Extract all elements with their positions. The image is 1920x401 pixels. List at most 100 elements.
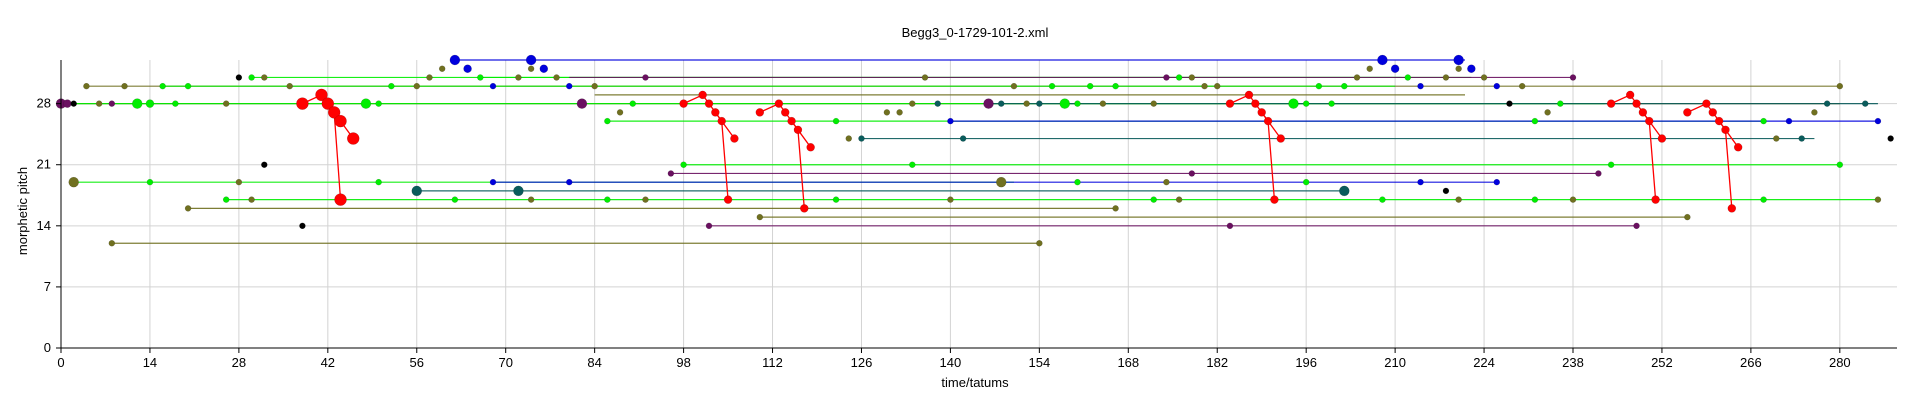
note-point — [1225, 99, 1235, 108]
note-point — [780, 108, 790, 117]
note-point — [63, 99, 72, 108]
note-point — [704, 99, 714, 108]
note-point — [375, 100, 382, 107]
note-point — [591, 82, 598, 90]
melodic-line — [1642, 111, 1657, 200]
note-point — [1315, 82, 1323, 90]
x-tick-label: 112 — [762, 355, 783, 370]
note-point — [1251, 99, 1260, 108]
note-point — [1150, 196, 1157, 203]
note-point — [997, 100, 1005, 107]
note-point — [1213, 82, 1221, 90]
note-point — [1263, 116, 1273, 126]
note-point — [83, 82, 90, 90]
note-point — [1455, 196, 1462, 203]
note-point — [1163, 74, 1170, 81]
note-point — [1607, 161, 1615, 168]
x-tick-label: 266 — [1740, 355, 1762, 370]
note-point — [1874, 117, 1882, 125]
note-point — [261, 74, 268, 81]
note-point — [845, 135, 853, 142]
note-point — [642, 74, 649, 81]
note-point — [1733, 143, 1743, 152]
note-point — [527, 65, 535, 72]
x-tick-label: 0 — [57, 355, 64, 370]
note-point — [315, 88, 328, 102]
note-point — [667, 170, 675, 177]
note-point — [711, 108, 720, 117]
note-point — [1493, 82, 1501, 90]
note-point — [787, 116, 796, 126]
note-point — [1010, 82, 1018, 90]
note-point — [1632, 99, 1641, 108]
note-point — [616, 109, 624, 116]
note-point — [449, 54, 461, 66]
note-point — [1708, 108, 1718, 117]
melodic-line — [1261, 111, 1276, 200]
note-point — [1683, 108, 1692, 117]
note-point — [1595, 170, 1602, 177]
note-point — [705, 222, 713, 230]
note-point — [1569, 74, 1577, 81]
y-tick-label: 14 — [37, 218, 51, 233]
note-point — [755, 108, 765, 117]
x-tick-label: 196 — [1295, 355, 1317, 370]
x-tick-label: 14 — [143, 355, 157, 370]
note-point — [909, 100, 916, 107]
note-point — [832, 196, 840, 203]
note-point — [679, 99, 688, 108]
x-tick-label: 252 — [1651, 355, 1673, 370]
note-point — [680, 161, 687, 168]
note-point — [1633, 222, 1640, 230]
note-point — [248, 196, 255, 203]
y-tick-label: 0 — [44, 340, 51, 355]
note-point — [1379, 196, 1386, 203]
note-point — [184, 82, 192, 90]
note-point — [1201, 82, 1208, 90]
x-tick-label: 42 — [321, 355, 335, 370]
note-point — [1823, 100, 1831, 107]
x-tick-label: 168 — [1117, 355, 1139, 370]
x-tick-label: 210 — [1384, 355, 1406, 370]
y-tick-label: 28 — [37, 96, 51, 111]
note-point — [489, 178, 497, 186]
note-point — [184, 205, 192, 212]
note-point — [1244, 90, 1254, 100]
note-point — [1023, 100, 1030, 107]
note-point — [806, 143, 815, 152]
note-point — [1150, 100, 1157, 107]
note-point — [1270, 195, 1279, 204]
note-point — [346, 132, 360, 145]
note-point — [1657, 134, 1667, 143]
note-point — [947, 196, 954, 203]
note-point — [1226, 222, 1234, 230]
note-point — [1684, 213, 1691, 221]
note-point — [1836, 161, 1844, 168]
note-point — [1544, 109, 1551, 116]
x-tick-label: 70 — [498, 355, 512, 370]
note-point — [334, 193, 347, 206]
note-point — [121, 82, 128, 90]
note-point — [108, 240, 116, 247]
note-point — [1531, 196, 1539, 203]
note-point — [299, 222, 306, 230]
x-axis-label: time/tatums — [941, 375, 1009, 390]
note-point — [1606, 99, 1616, 108]
note-point — [1112, 82, 1119, 90]
note-point — [1328, 100, 1335, 107]
x-tick-label: 126 — [851, 355, 873, 370]
y-tick-label: 7 — [44, 279, 51, 294]
note-point — [1721, 125, 1730, 135]
note-point — [388, 82, 395, 90]
note-point — [947, 117, 954, 125]
note-point — [286, 82, 293, 90]
note-point — [1366, 65, 1373, 72]
note-point — [921, 74, 929, 81]
note-point — [145, 99, 155, 108]
note-point — [222, 100, 230, 107]
x-tick-label: 224 — [1473, 355, 1495, 370]
x-tick-label: 28 — [232, 355, 246, 370]
note-point — [1417, 82, 1424, 90]
note-point — [411, 185, 423, 197]
note-point — [1798, 135, 1805, 142]
